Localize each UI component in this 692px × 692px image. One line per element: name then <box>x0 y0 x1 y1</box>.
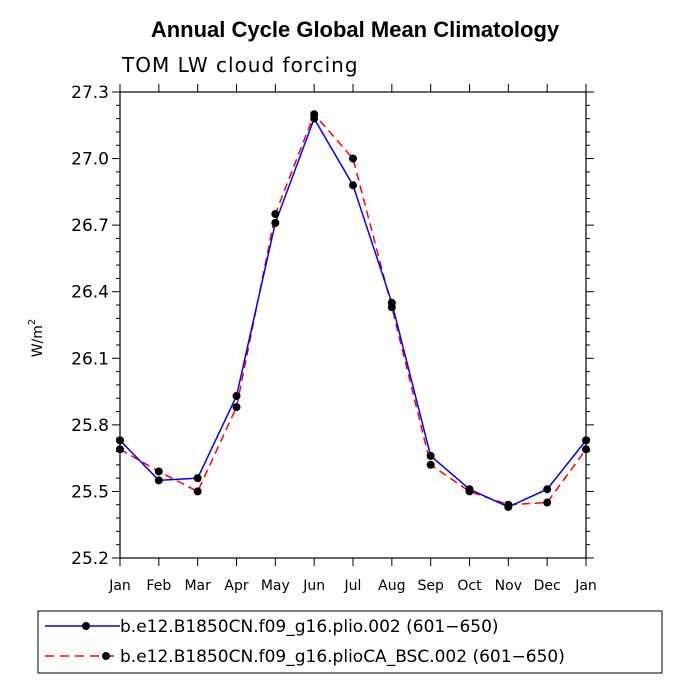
series-2-point <box>310 110 319 119</box>
y-tick-label: 26.1 <box>71 349 109 369</box>
y-axis-label-superscript: 2 <box>27 319 38 325</box>
series-2-point <box>349 154 357 163</box>
legend-label-series-2: b.e12.B1850CN.f09_g16.plioCA_BSC.002 (60… <box>120 647 565 667</box>
x-tick-label: May <box>261 578 290 594</box>
x-tick-label: Apr <box>224 578 248 594</box>
series-group <box>116 110 590 511</box>
series-1-point <box>232 392 241 401</box>
series-1-point <box>154 476 163 485</box>
y-tick-label: 26.7 <box>71 216 109 236</box>
chart-title: Annual Cycle Global Mean Climatology <box>151 17 560 42</box>
x-tick-label: Dec <box>534 578 561 594</box>
series-2-point <box>154 467 163 476</box>
series-2-point <box>232 403 241 412</box>
plot-frame <box>119 91 587 559</box>
series-2-point <box>543 498 552 507</box>
x-tick-label: Feb <box>146 578 171 594</box>
x-tick-label: Jun <box>302 578 325 594</box>
x-tick-labels: Jan Feb Mar Apr May Jun Jul Aug Sep Oct Nov Dec Jan <box>108 578 597 594</box>
x-tick-label: Jan <box>108 578 131 594</box>
series-2-point <box>465 487 474 496</box>
x-tick-label: Oct <box>457 578 482 594</box>
legend-marker-series-2 <box>102 652 110 660</box>
series-1-point <box>543 485 552 494</box>
y-tick-label: 25.8 <box>71 416 109 436</box>
y-tick-label: 25.2 <box>71 549 109 569</box>
legend: b.e12.B1850CN.f09_g16.plio.002 (601−650)… <box>37 610 663 674</box>
legend-label-series-1: b.e12.B1850CN.f09_g16.plio.002 (601−650) <box>120 617 499 637</box>
series-2-point <box>271 210 280 219</box>
series-2-point <box>426 460 435 469</box>
series-2-point <box>387 303 396 312</box>
x-tick-label: Nov <box>495 578 522 594</box>
x-tick-label: Jul <box>344 578 362 594</box>
chart-subtitle: TOM LW cloud forcing <box>121 53 359 77</box>
series-1-point <box>193 474 202 483</box>
x-tick-label: Aug <box>378 578 405 594</box>
series-1-line <box>119 116 587 508</box>
y-tick-label: 26.4 <box>71 283 109 303</box>
series-2-line <box>119 112 587 506</box>
legend-marker-series-1 <box>82 622 90 630</box>
y-tick-label: 27.0 <box>71 150 109 170</box>
x-tick-label: Jan <box>574 578 597 594</box>
series-1-point <box>349 181 357 190</box>
x-tick-label: Mar <box>184 578 211 594</box>
y-tick-labels: 25.2 25.5 25.8 26.1 26.4 26.7 27.0 27.3 <box>71 83 109 569</box>
svg-text:W/m2: W/m2 <box>27 319 46 358</box>
axis-ticks <box>112 84 594 566</box>
y-axis-label: W/m2 <box>27 319 46 358</box>
y-axis-label-text: W/m <box>30 325 46 357</box>
series-2-point <box>193 487 202 496</box>
series-2-point <box>504 500 513 509</box>
y-tick-label: 25.5 <box>71 482 109 502</box>
x-tick-label: Sep <box>417 578 444 594</box>
series-1-point <box>271 218 280 227</box>
y-tick-label: 27.3 <box>71 83 109 103</box>
series-1-point <box>426 451 435 460</box>
legend-box <box>37 610 663 674</box>
